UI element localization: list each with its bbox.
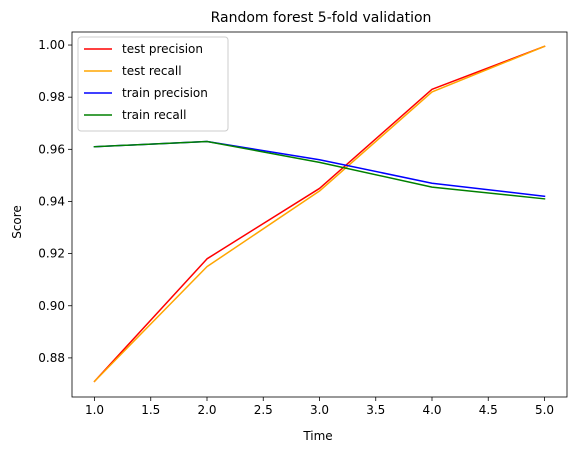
y-tick-label: 0.94 [38, 194, 65, 208]
legend-box [77, 36, 229, 132]
x-axis-label: Time [302, 429, 332, 443]
series-line-test-precision [93, 45, 546, 383]
x-tick-label: 1.0 [85, 403, 104, 417]
x-tick-label: 4.0 [422, 403, 441, 417]
plot-area [93, 45, 546, 383]
legend-label: train recall [122, 108, 186, 122]
x-tick-label: 2.5 [254, 403, 273, 417]
y-tick-label: 1.00 [38, 38, 65, 52]
x-tick-label: 1.5 [141, 403, 160, 417]
y-tick-label: 0.96 [38, 142, 65, 156]
legend-label: test recall [122, 64, 182, 78]
y-tick-label: 0.92 [38, 247, 65, 261]
x-tick-label: 4.5 [479, 403, 498, 417]
y-tick-label: 0.88 [38, 351, 65, 365]
chart-title: Random forest 5-fold validation [211, 10, 432, 26]
y-tick-label: 0.90 [38, 299, 65, 313]
y-axis-label: Score [10, 205, 24, 239]
x-tick-label: 5.0 [535, 403, 554, 417]
legend: test precision test recall train precision… [77, 36, 229, 132]
series-line-test-recall [93, 45, 546, 383]
y-tick-label: 0.98 [38, 90, 65, 104]
x-tick-label: 3.0 [310, 403, 329, 417]
legend-label: train precision [122, 86, 208, 100]
legend-label: test precision [122, 42, 203, 56]
x-tick-label: 2.0 [197, 403, 216, 417]
series-line-train-recall [93, 140, 546, 200]
axes: 1.0 1.5 2.0 2.5 3.0 3.5 4.0 4.5 5.0 0.88 0.90 0.92 0… [38, 31, 568, 417]
x-tick-label: 3.5 [366, 403, 385, 417]
